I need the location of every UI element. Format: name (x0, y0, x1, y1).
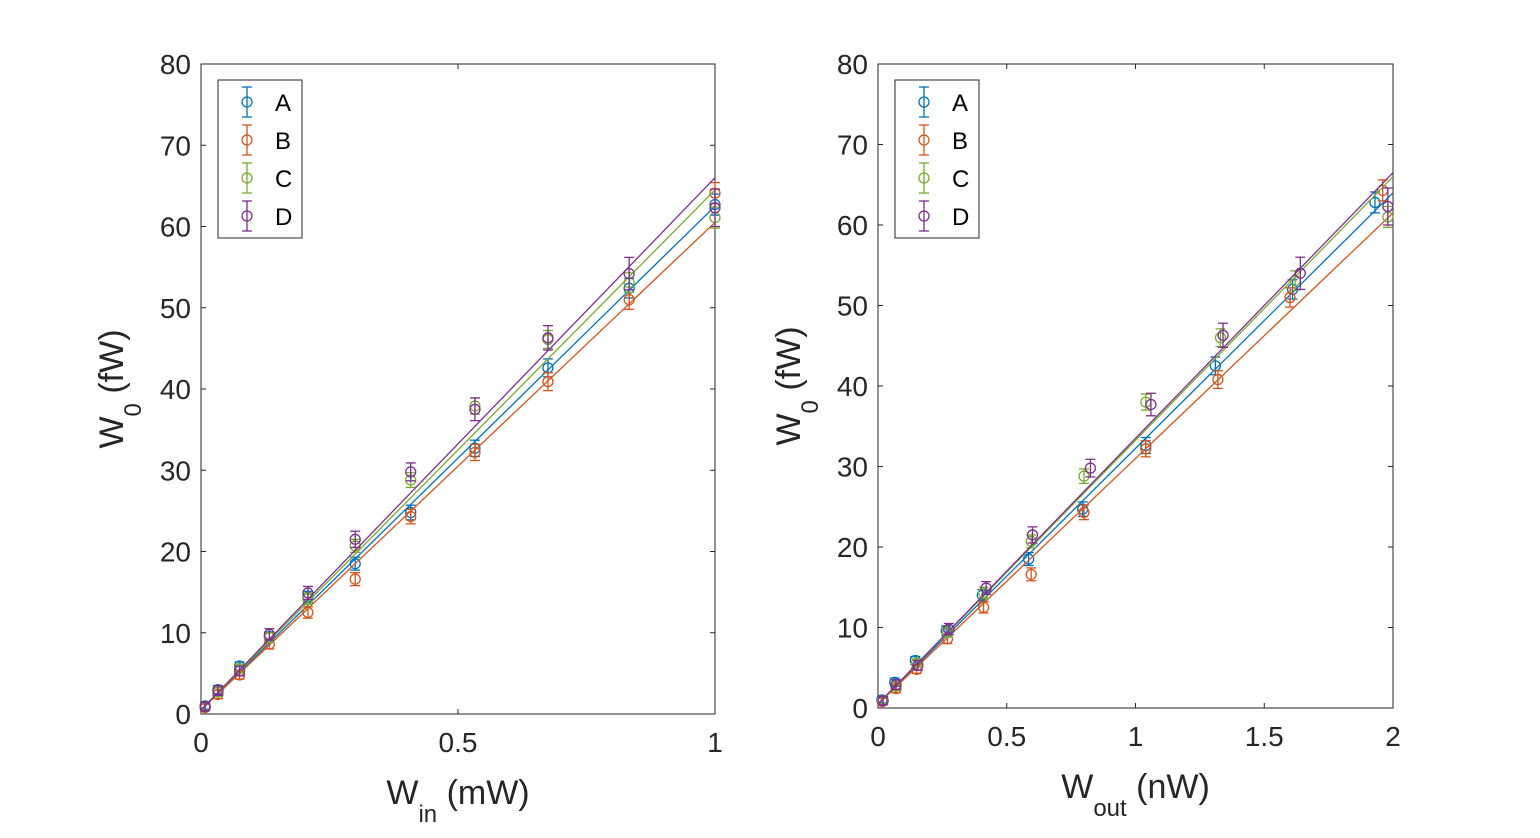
data-point-A (349, 558, 361, 570)
x-tick-label: 1 (707, 727, 723, 758)
data-point-D (912, 659, 924, 671)
x-axis-label: Win (mW) (386, 774, 529, 828)
x-tick-label: 0.5 (987, 721, 1026, 752)
data-point-A (1022, 553, 1035, 565)
x-tick-label: 0.5 (439, 727, 478, 758)
data-point-B (1284, 291, 1296, 304)
legend-marker-A (918, 96, 930, 108)
y-tick-label: 70 (160, 130, 191, 161)
y-axis-label: W0 (fW) (770, 326, 824, 445)
y-tick-label: 50 (160, 293, 191, 324)
data-point-B (1212, 373, 1224, 386)
legend-marker-A (241, 96, 253, 108)
fit-line-B (878, 212, 1393, 705)
data-point-A (940, 625, 952, 637)
data-point-D (1026, 529, 1039, 541)
data-point-B (623, 293, 635, 306)
y-tick-label: 60 (160, 212, 191, 243)
y-tick-label: 20 (837, 532, 868, 563)
x-tick-label: 2 (1385, 721, 1401, 752)
data-point-D (709, 202, 721, 214)
data-point-B (349, 573, 361, 585)
data-point-D (469, 403, 481, 415)
data-point-C (1214, 332, 1227, 344)
y-tick-label: 60 (837, 210, 868, 241)
y-tick-label: 30 (837, 452, 868, 483)
x-tick-label: 0 (193, 727, 209, 758)
y-tick-label: 80 (160, 49, 191, 80)
legend-box (894, 79, 980, 239)
data-point-D (1217, 329, 1229, 341)
legend-label-D: D (275, 204, 292, 231)
legend-marker-D (241, 210, 253, 222)
legend-marker-B (241, 134, 253, 146)
y-tick-label: 0 (175, 699, 191, 730)
fit-line-A (878, 192, 1393, 705)
data-point-B (302, 606, 314, 619)
data-point-D (1145, 398, 1157, 411)
legend-label-B: B (952, 128, 968, 155)
data-point-B (1140, 443, 1152, 455)
chart-panel-2: 0 10 20 30 40 50 60 70 80 0 0.5 1 1.5 2 Wout (nW) W0 (f… (770, 49, 1401, 822)
data-point-D (943, 623, 955, 635)
y-tick-label: 40 (837, 371, 868, 402)
series-D (877, 172, 1394, 707)
data-point-D (405, 466, 417, 478)
data-point-D (1084, 462, 1097, 474)
legend-label-A: A (275, 90, 291, 117)
data-point-D (1382, 200, 1394, 213)
y-tick-label: 20 (160, 537, 191, 568)
legend-box (217, 79, 303, 239)
data-point-D (542, 332, 554, 344)
data-point-C (1078, 470, 1090, 482)
data-point-D (263, 628, 276, 641)
data-point-D (623, 267, 635, 280)
data-point-B (977, 601, 990, 614)
data-point-A (1369, 196, 1381, 209)
data-point-B (542, 376, 554, 388)
legend-label-D: D (952, 204, 969, 231)
data-point-D (1294, 267, 1306, 279)
data-point-D (877, 695, 889, 707)
x-axis-label: Wout (nW) (1061, 768, 1210, 822)
legend-label-C: C (275, 166, 292, 193)
data-point-D (980, 582, 992, 594)
data-point-D (199, 701, 211, 713)
legend-marker-C (918, 172, 930, 184)
chart-panel-1: 0 10 20 30 40 50 60 70 80 0 0.5 1 Win (mW) W0 (fW) ABC… (93, 49, 723, 828)
data-point-B (405, 510, 417, 523)
data-point-B (469, 446, 481, 459)
x-tick-label: 1.5 (1245, 721, 1284, 752)
legend-marker-C (241, 172, 253, 184)
y-tick-label: 10 (837, 613, 868, 644)
x-tick-label: 0 (870, 721, 886, 752)
legend-label-B: B (275, 128, 291, 155)
y-axis-label: W0 (fW) (93, 329, 147, 448)
data-point-D (212, 684, 224, 697)
series-D (199, 177, 721, 713)
fit-line-D (878, 172, 1393, 705)
legend-label-C: C (952, 166, 969, 193)
data-point-D (233, 665, 246, 677)
legend-marker-B (918, 134, 930, 146)
data-point-B (1078, 506, 1090, 519)
y-tick-label: 30 (160, 455, 191, 486)
y-tick-label: 70 (837, 130, 868, 161)
data-point-B (1025, 568, 1037, 581)
y-tick-label: 10 (160, 618, 191, 649)
y-tick-label: 40 (160, 374, 191, 405)
y-tick-label: 0 (852, 693, 868, 724)
legend-label-A: A (952, 90, 968, 117)
data-point-D (890, 679, 902, 691)
y-tick-label: 50 (837, 291, 868, 322)
y-tick-label: 80 (837, 49, 868, 80)
data-point-D (302, 587, 314, 599)
legend-marker-D (918, 210, 930, 222)
x-tick-label: 1 (1128, 721, 1144, 752)
data-point-D (349, 533, 361, 545)
